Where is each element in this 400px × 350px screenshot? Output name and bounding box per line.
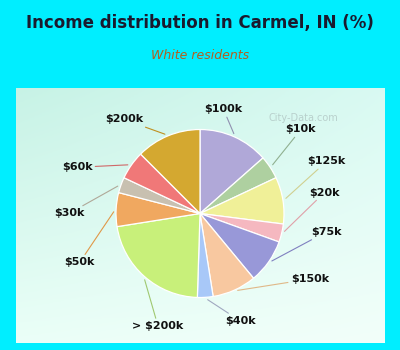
Wedge shape bbox=[197, 214, 213, 298]
Text: $100k: $100k bbox=[204, 104, 242, 134]
Wedge shape bbox=[200, 130, 263, 214]
Text: $40k: $40k bbox=[208, 300, 256, 326]
Text: $200k: $200k bbox=[105, 114, 165, 134]
Text: $20k: $20k bbox=[284, 188, 340, 231]
Text: $10k: $10k bbox=[273, 125, 316, 165]
Wedge shape bbox=[124, 154, 200, 214]
Wedge shape bbox=[116, 193, 200, 227]
Text: $125k: $125k bbox=[286, 156, 346, 198]
Wedge shape bbox=[117, 214, 200, 298]
Wedge shape bbox=[119, 178, 200, 214]
Wedge shape bbox=[141, 130, 200, 214]
Text: $30k: $30k bbox=[54, 186, 118, 218]
Text: $60k: $60k bbox=[62, 162, 128, 172]
Text: > $200k: > $200k bbox=[132, 280, 184, 331]
Text: White residents: White residents bbox=[151, 49, 249, 62]
Text: City-Data.com: City-Data.com bbox=[268, 113, 338, 123]
Text: $150k: $150k bbox=[238, 274, 329, 290]
Text: Income distribution in Carmel, IN (%): Income distribution in Carmel, IN (%) bbox=[26, 14, 374, 32]
Wedge shape bbox=[200, 214, 254, 296]
Text: $50k: $50k bbox=[65, 212, 114, 267]
Wedge shape bbox=[200, 158, 276, 214]
Wedge shape bbox=[200, 214, 279, 278]
Wedge shape bbox=[200, 214, 283, 242]
Text: $75k: $75k bbox=[272, 227, 341, 261]
Wedge shape bbox=[200, 178, 284, 224]
